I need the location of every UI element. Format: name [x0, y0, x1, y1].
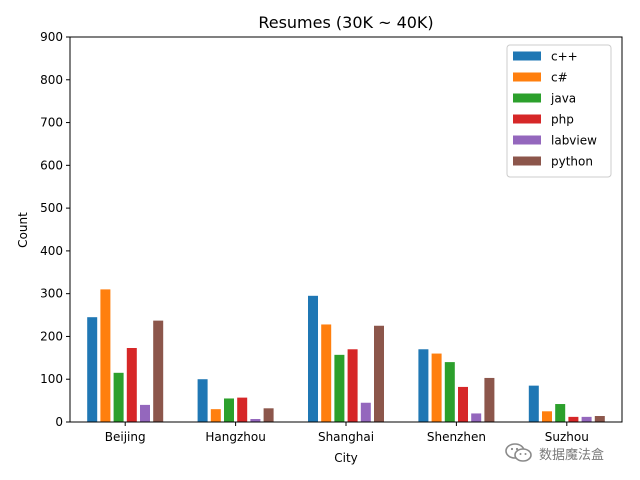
legend-label-python: python [551, 155, 593, 169]
y-tick-label: 600 [40, 158, 63, 172]
x-axis-label: City [334, 451, 358, 465]
bar-python-Beijing [153, 320, 164, 422]
watermark: 数据魔法盒 [505, 440, 604, 466]
bar-c#-Suzhou [542, 411, 552, 422]
y-axis-label: Count [16, 212, 30, 248]
legend-label-c#: c# [551, 71, 568, 85]
bar-c++-Suzhou [528, 385, 539, 422]
y-tick-label: 800 [40, 73, 63, 87]
bar-labview-Shenzhen [471, 413, 482, 422]
bar-labview-Shanghai [360, 402, 371, 422]
bar-c#-Shenzhen [431, 353, 442, 422]
bar-labview-Suzhou [581, 416, 592, 422]
bar-php-Suzhou [568, 416, 579, 422]
bar-python-Hangzhou [263, 408, 274, 422]
legend: c++ c# java php labview python [506, 44, 612, 178]
bar-python-Shanghai [374, 325, 384, 422]
bar-c++-Hangzhou [197, 379, 208, 422]
watermark-text: 数据魔法盒 [539, 447, 605, 463]
legend-swatch-java [513, 93, 541, 103]
x-tick-label: Shenzhen [427, 430, 486, 444]
y-tick-label: 0 [55, 415, 63, 429]
y-tick-label: 900 [40, 30, 63, 44]
bar-c#-Beijing [100, 289, 111, 422]
bar-java-Shanghai [334, 354, 345, 422]
bar-c#-Hangzhou [210, 409, 221, 422]
bar-c++-Shenzhen [418, 349, 429, 422]
bar-c++-Shanghai [308, 295, 318, 422]
x-tick-label: Beijing [105, 430, 146, 444]
bar-c++-Beijing [87, 317, 98, 422]
y-tick-label: 700 [40, 116, 63, 130]
x-tick-label: Shanghai [318, 430, 374, 444]
bar-labview-Hangzhou [250, 419, 261, 422]
bar-python-Suzhou [594, 416, 605, 422]
legend-label-php: php [551, 113, 574, 127]
plot-frame [69, 36, 623, 423]
legend-swatch-c# [513, 72, 541, 82]
y-tick-label: 400 [40, 244, 63, 258]
legend-label-labview: labview [551, 134, 597, 148]
y-tick-label: 300 [40, 287, 63, 301]
y-tick-label: 200 [40, 329, 63, 343]
legend-label-java: java [550, 92, 576, 106]
bar-java-Hangzhou [224, 398, 234, 422]
legend-swatch-python [513, 156, 541, 166]
bar-java-Suzhou [555, 404, 566, 422]
wechat-icon [505, 443, 532, 462]
bar-php-Hangzhou [237, 397, 248, 422]
bar-php-Shanghai [347, 349, 358, 422]
legend-swatch-labview [513, 135, 541, 145]
y-tick-label: 100 [40, 372, 63, 386]
bar-php-Shenzhen [458, 386, 468, 422]
x-tick-label: Suzhou [545, 430, 589, 444]
legend-label-c++: c++ [551, 50, 578, 64]
bar-python-Shenzhen [484, 377, 495, 422]
legend-swatch-php [513, 114, 541, 124]
x-tick-label: Hangzhou [205, 430, 265, 444]
bar-c#-Shanghai [321, 324, 332, 422]
bar-labview-Beijing [140, 404, 150, 422]
axes-group: Beijing Hangzhou Shanghai Shenzhen Suzhou 0 10… [40, 30, 623, 444]
y-tick-label: 500 [40, 201, 63, 215]
bar-java-Beijing [113, 372, 124, 422]
chart-title: Resumes (30K ~ 40K) [258, 13, 433, 32]
bars-group [87, 289, 605, 422]
bar-php-Beijing [126, 347, 137, 422]
bar-java-Shenzhen [444, 362, 455, 422]
legend-swatch-c++ [513, 51, 541, 61]
